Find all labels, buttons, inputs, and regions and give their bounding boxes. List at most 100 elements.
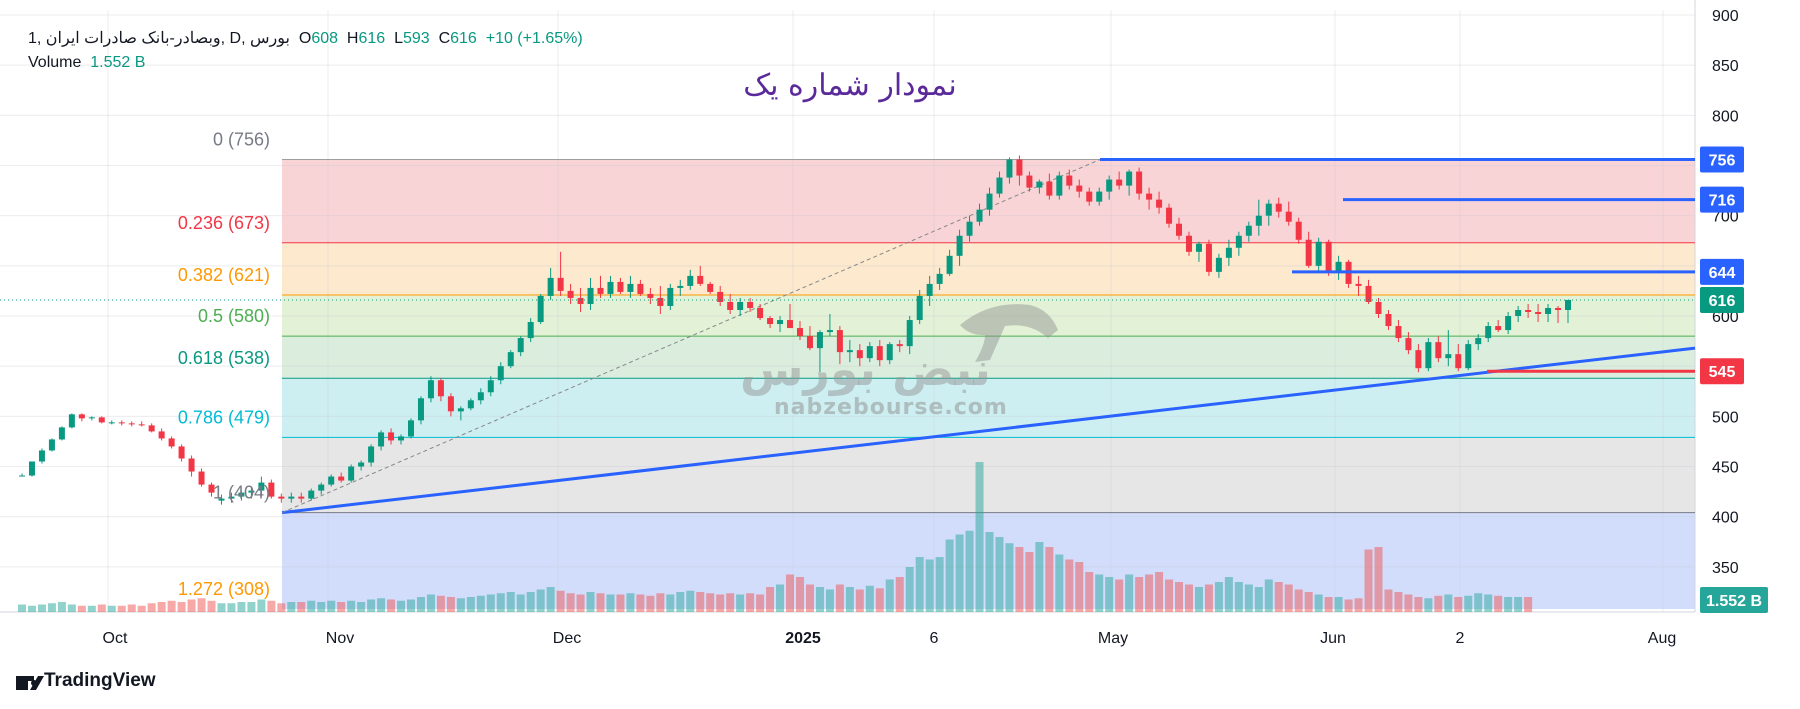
volume-bar: [1394, 592, 1403, 612]
candle-body: [956, 235, 963, 256]
candle-body: [1455, 354, 1462, 369]
volume-bar: [506, 592, 515, 612]
candle-body: [1545, 307, 1552, 315]
candle-body: [268, 482, 275, 497]
y-tick-label: 400: [1712, 510, 1739, 527]
candle-body: [1076, 185, 1083, 192]
x-tick-label: Oct: [103, 630, 128, 647]
volume-bar: [1504, 597, 1513, 612]
volume-bar: [935, 557, 944, 612]
y-tick-label: 700: [1712, 209, 1739, 226]
fib-label: 0.618 (538): [178, 348, 270, 368]
candle-body: [1036, 181, 1043, 188]
candle-body: [637, 283, 644, 294]
candle-body: [617, 281, 624, 292]
candle-body: [198, 471, 205, 485]
volume-label: Volume: [28, 54, 82, 71]
candle-body: [388, 432, 395, 441]
candle-body: [477, 392, 484, 401]
candle-body: [767, 318, 774, 325]
volume-bar: [895, 577, 904, 612]
fib-label: 1.272 (308): [178, 579, 270, 599]
volume-bar: [915, 557, 924, 612]
price-tag: [1700, 358, 1744, 385]
candle-body: [457, 408, 464, 412]
volume-bar: [187, 599, 196, 612]
symbol-header[interactable]: 1, وبصادر-بانک صادرات ایران, D, بورس O60…: [28, 30, 583, 47]
volume-bar: [626, 593, 635, 612]
tradingview-logo-icon: [16, 676, 44, 690]
volume-bar: [716, 594, 725, 612]
tradingview-brand[interactable]: TradingView: [44, 670, 156, 691]
volume-bar: [1434, 595, 1443, 612]
volume-bar: [815, 587, 824, 612]
candle-body: [757, 307, 764, 319]
volume-bar: [1175, 582, 1184, 612]
candle-body: [158, 431, 165, 439]
volume-bar: [795, 577, 804, 612]
volume-bar: [1384, 589, 1393, 612]
candle-body: [547, 277, 554, 296]
volume-bar: [337, 602, 346, 612]
volume-header[interactable]: Volume 1.552 B: [28, 54, 145, 72]
fib-zone: [282, 242, 1695, 295]
candle-body: [1555, 307, 1562, 310]
volume-bar: [636, 594, 645, 612]
fib-label: 0.786 (479): [178, 407, 270, 427]
candle-body: [1535, 312, 1542, 315]
candle-body: [1385, 314, 1392, 327]
fib-zone: [282, 437, 1695, 513]
candle-body: [976, 209, 983, 222]
candle-body: [876, 346, 883, 361]
price-tag-text: 756: [1709, 152, 1736, 169]
fib-labels: 0 (756) 0.236 (673) 0.382 (621) 0.5 (580) 0.…: [178, 129, 270, 598]
volume-bar: [1274, 582, 1283, 612]
volume-bar: [77, 605, 86, 612]
candle-body: [467, 400, 474, 409]
volume-bar: [1284, 584, 1293, 612]
volume-bar: [616, 594, 625, 612]
price-tag-text: 644: [1709, 265, 1736, 282]
volume-bar: [905, 567, 914, 612]
candle-body: [1275, 203, 1282, 212]
volume-bar: [1494, 595, 1503, 612]
volume-bar: [1184, 584, 1193, 612]
candle-body: [407, 420, 414, 437]
candle-body: [1146, 193, 1153, 200]
volume-bar: [805, 584, 814, 612]
volume-bar: [596, 593, 605, 612]
candle-body: [1435, 342, 1442, 359]
candle-body: [1515, 309, 1522, 317]
volume-bar: [965, 530, 974, 612]
volume-bar: [1135, 577, 1144, 612]
candle-body: [1445, 354, 1452, 359]
candle-body: [248, 490, 255, 493]
candle-body: [697, 275, 704, 284]
volume-bar: [157, 602, 166, 612]
volume-bar: [217, 603, 226, 612]
price-tag: [1700, 587, 1768, 613]
candle-body: [188, 458, 195, 472]
volume-bar: [1234, 582, 1243, 612]
volume-bar: [1214, 582, 1223, 612]
volume-bar: [556, 590, 565, 612]
candle-body: [926, 283, 933, 296]
x-tick-label: Aug: [1648, 630, 1676, 647]
candle-body: [737, 301, 744, 310]
candle-body: [567, 290, 574, 298]
candle-body: [537, 295, 544, 323]
candle-body: [607, 281, 614, 294]
volume-bar: [1424, 598, 1433, 612]
volume-bar: [1204, 584, 1213, 612]
candle-body: [148, 425, 155, 432]
volume-bar: [237, 602, 246, 612]
candle-body: [218, 498, 225, 501]
volume-bar: [766, 587, 775, 612]
candle-body: [627, 283, 634, 292]
candle-body: [378, 432, 385, 447]
candle-body: [856, 350, 863, 359]
volume-bar: [1484, 594, 1493, 612]
x-tick-label: 2025: [785, 630, 821, 647]
candle-body: [497, 366, 504, 381]
